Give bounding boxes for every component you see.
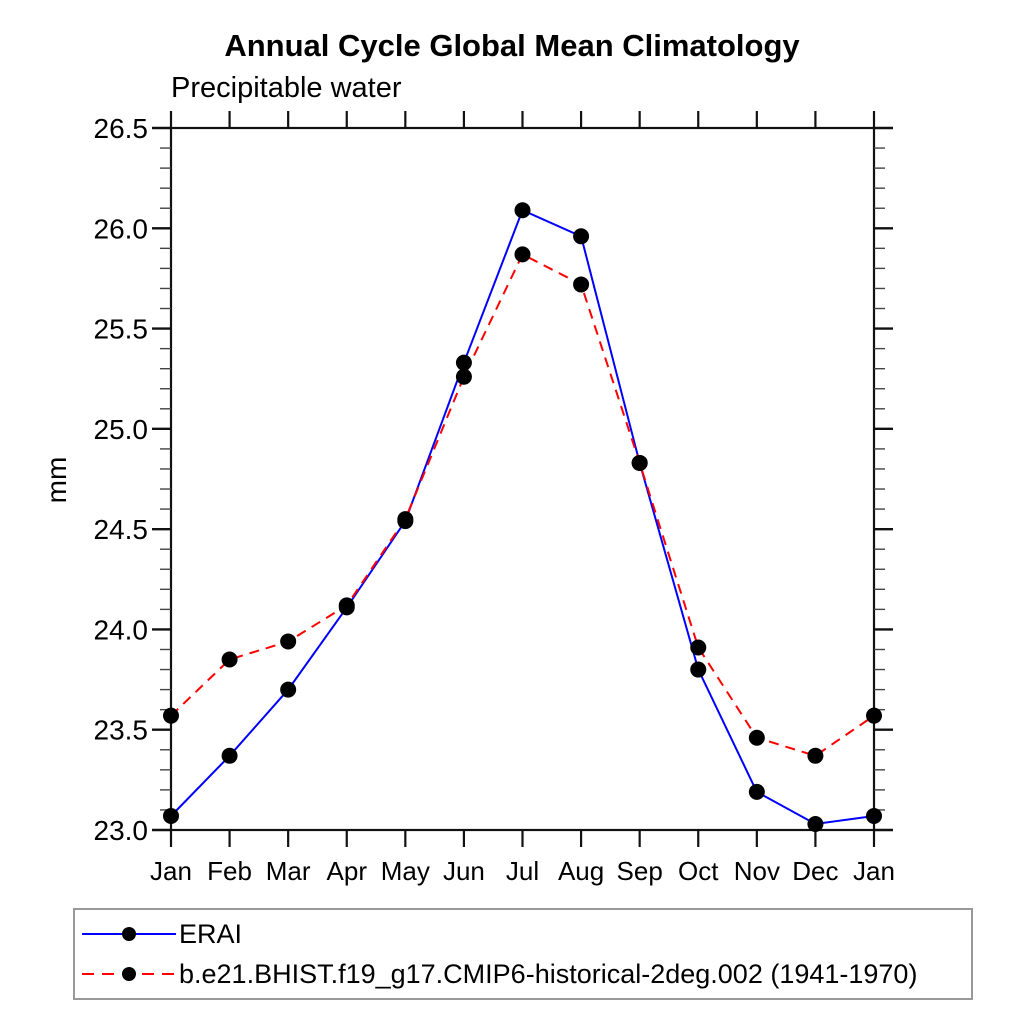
x-tick-label: Jul bbox=[506, 856, 539, 886]
y-tick-label: 24.0 bbox=[94, 614, 149, 645]
x-tick-label: Oct bbox=[678, 856, 719, 886]
y-tick-label: 26.5 bbox=[94, 113, 149, 144]
data-point-erai-dec-11 bbox=[807, 815, 824, 832]
data-point-b-jan-0 bbox=[163, 707, 179, 724]
data-point-b-dec-11 bbox=[807, 747, 824, 764]
data-point-erai-jul-6 bbox=[514, 202, 531, 219]
data-point-b-jun-5 bbox=[455, 368, 472, 385]
x-tick-label: Feb bbox=[207, 856, 252, 886]
x-tick-label: Mar bbox=[266, 856, 311, 886]
data-point-erai-oct-9 bbox=[690, 661, 707, 678]
data-point-erai-feb-1 bbox=[221, 747, 238, 764]
legend-sample-line-1 bbox=[82, 967, 176, 981]
data-point-b-may-4 bbox=[397, 511, 414, 528]
legend-item-erai: ERAI bbox=[79, 918, 971, 950]
legend-marker-icon bbox=[122, 927, 136, 941]
y-tick-label: 23.5 bbox=[94, 715, 149, 746]
data-point-b-apr-3 bbox=[338, 597, 355, 614]
series-line-0 bbox=[170, 208, 875, 826]
data-point-b-oct-9 bbox=[690, 639, 707, 656]
legend: ERAI b.e21.BHIST.f19_g17.CMIP6-historica… bbox=[73, 908, 973, 1000]
legend-item-model: b.e21.BHIST.f19_g17.CMIP6-historical-2de… bbox=[79, 958, 971, 990]
data-point-erai-nov-10 bbox=[748, 783, 765, 800]
x-tick-label: May bbox=[381, 856, 430, 886]
data-point-erai-mar-2 bbox=[280, 681, 297, 698]
y-tick-label: 25.0 bbox=[94, 414, 149, 445]
x-tick-label: Nov bbox=[734, 856, 780, 886]
x-tick-label: Dec bbox=[792, 856, 838, 886]
y-tick-label: 23.0 bbox=[94, 815, 149, 846]
data-point-b-jan-12 bbox=[866, 707, 882, 724]
legend-marker-icon bbox=[122, 967, 136, 981]
legend-label: ERAI bbox=[179, 919, 243, 949]
plot-frame bbox=[169, 126, 876, 832]
x-tick-label: Jun bbox=[443, 856, 485, 886]
data-point-b-aug-7 bbox=[573, 276, 590, 293]
data-point-b-nov-10 bbox=[748, 729, 765, 746]
y-tick-label: 26.0 bbox=[94, 213, 149, 244]
x-tick-label: Jan bbox=[853, 856, 895, 886]
chart-subtitle: Precipitable water bbox=[171, 72, 402, 104]
x-tick-label: Aug bbox=[558, 856, 604, 886]
data-point-erai-jan-12 bbox=[866, 807, 882, 824]
data-point-b-jul-6 bbox=[514, 246, 531, 263]
data-point-erai-jun-5 bbox=[455, 354, 472, 371]
legend-label: b.e21.BHIST.f19_g17.CMIP6-historical-2de… bbox=[179, 959, 918, 989]
series-line-1 bbox=[170, 253, 875, 757]
chart-title: Annual Cycle Global Mean Climatology bbox=[224, 28, 800, 63]
data-point-b-feb-1 bbox=[221, 651, 238, 668]
x-tick-label: Sep bbox=[617, 856, 663, 886]
data-point-erai-jan-0 bbox=[163, 807, 179, 824]
x-tick-label: Apr bbox=[327, 856, 368, 886]
data-point-erai-aug-7 bbox=[573, 228, 590, 245]
x-tick-label: Jan bbox=[150, 856, 192, 886]
data-point-b-mar-2 bbox=[280, 633, 297, 650]
legend-sample-line-0 bbox=[82, 927, 176, 941]
y-tick-label: 24.5 bbox=[94, 514, 149, 545]
data-point-b-sep-8 bbox=[631, 454, 648, 471]
y-tick-label: 25.5 bbox=[94, 314, 149, 345]
